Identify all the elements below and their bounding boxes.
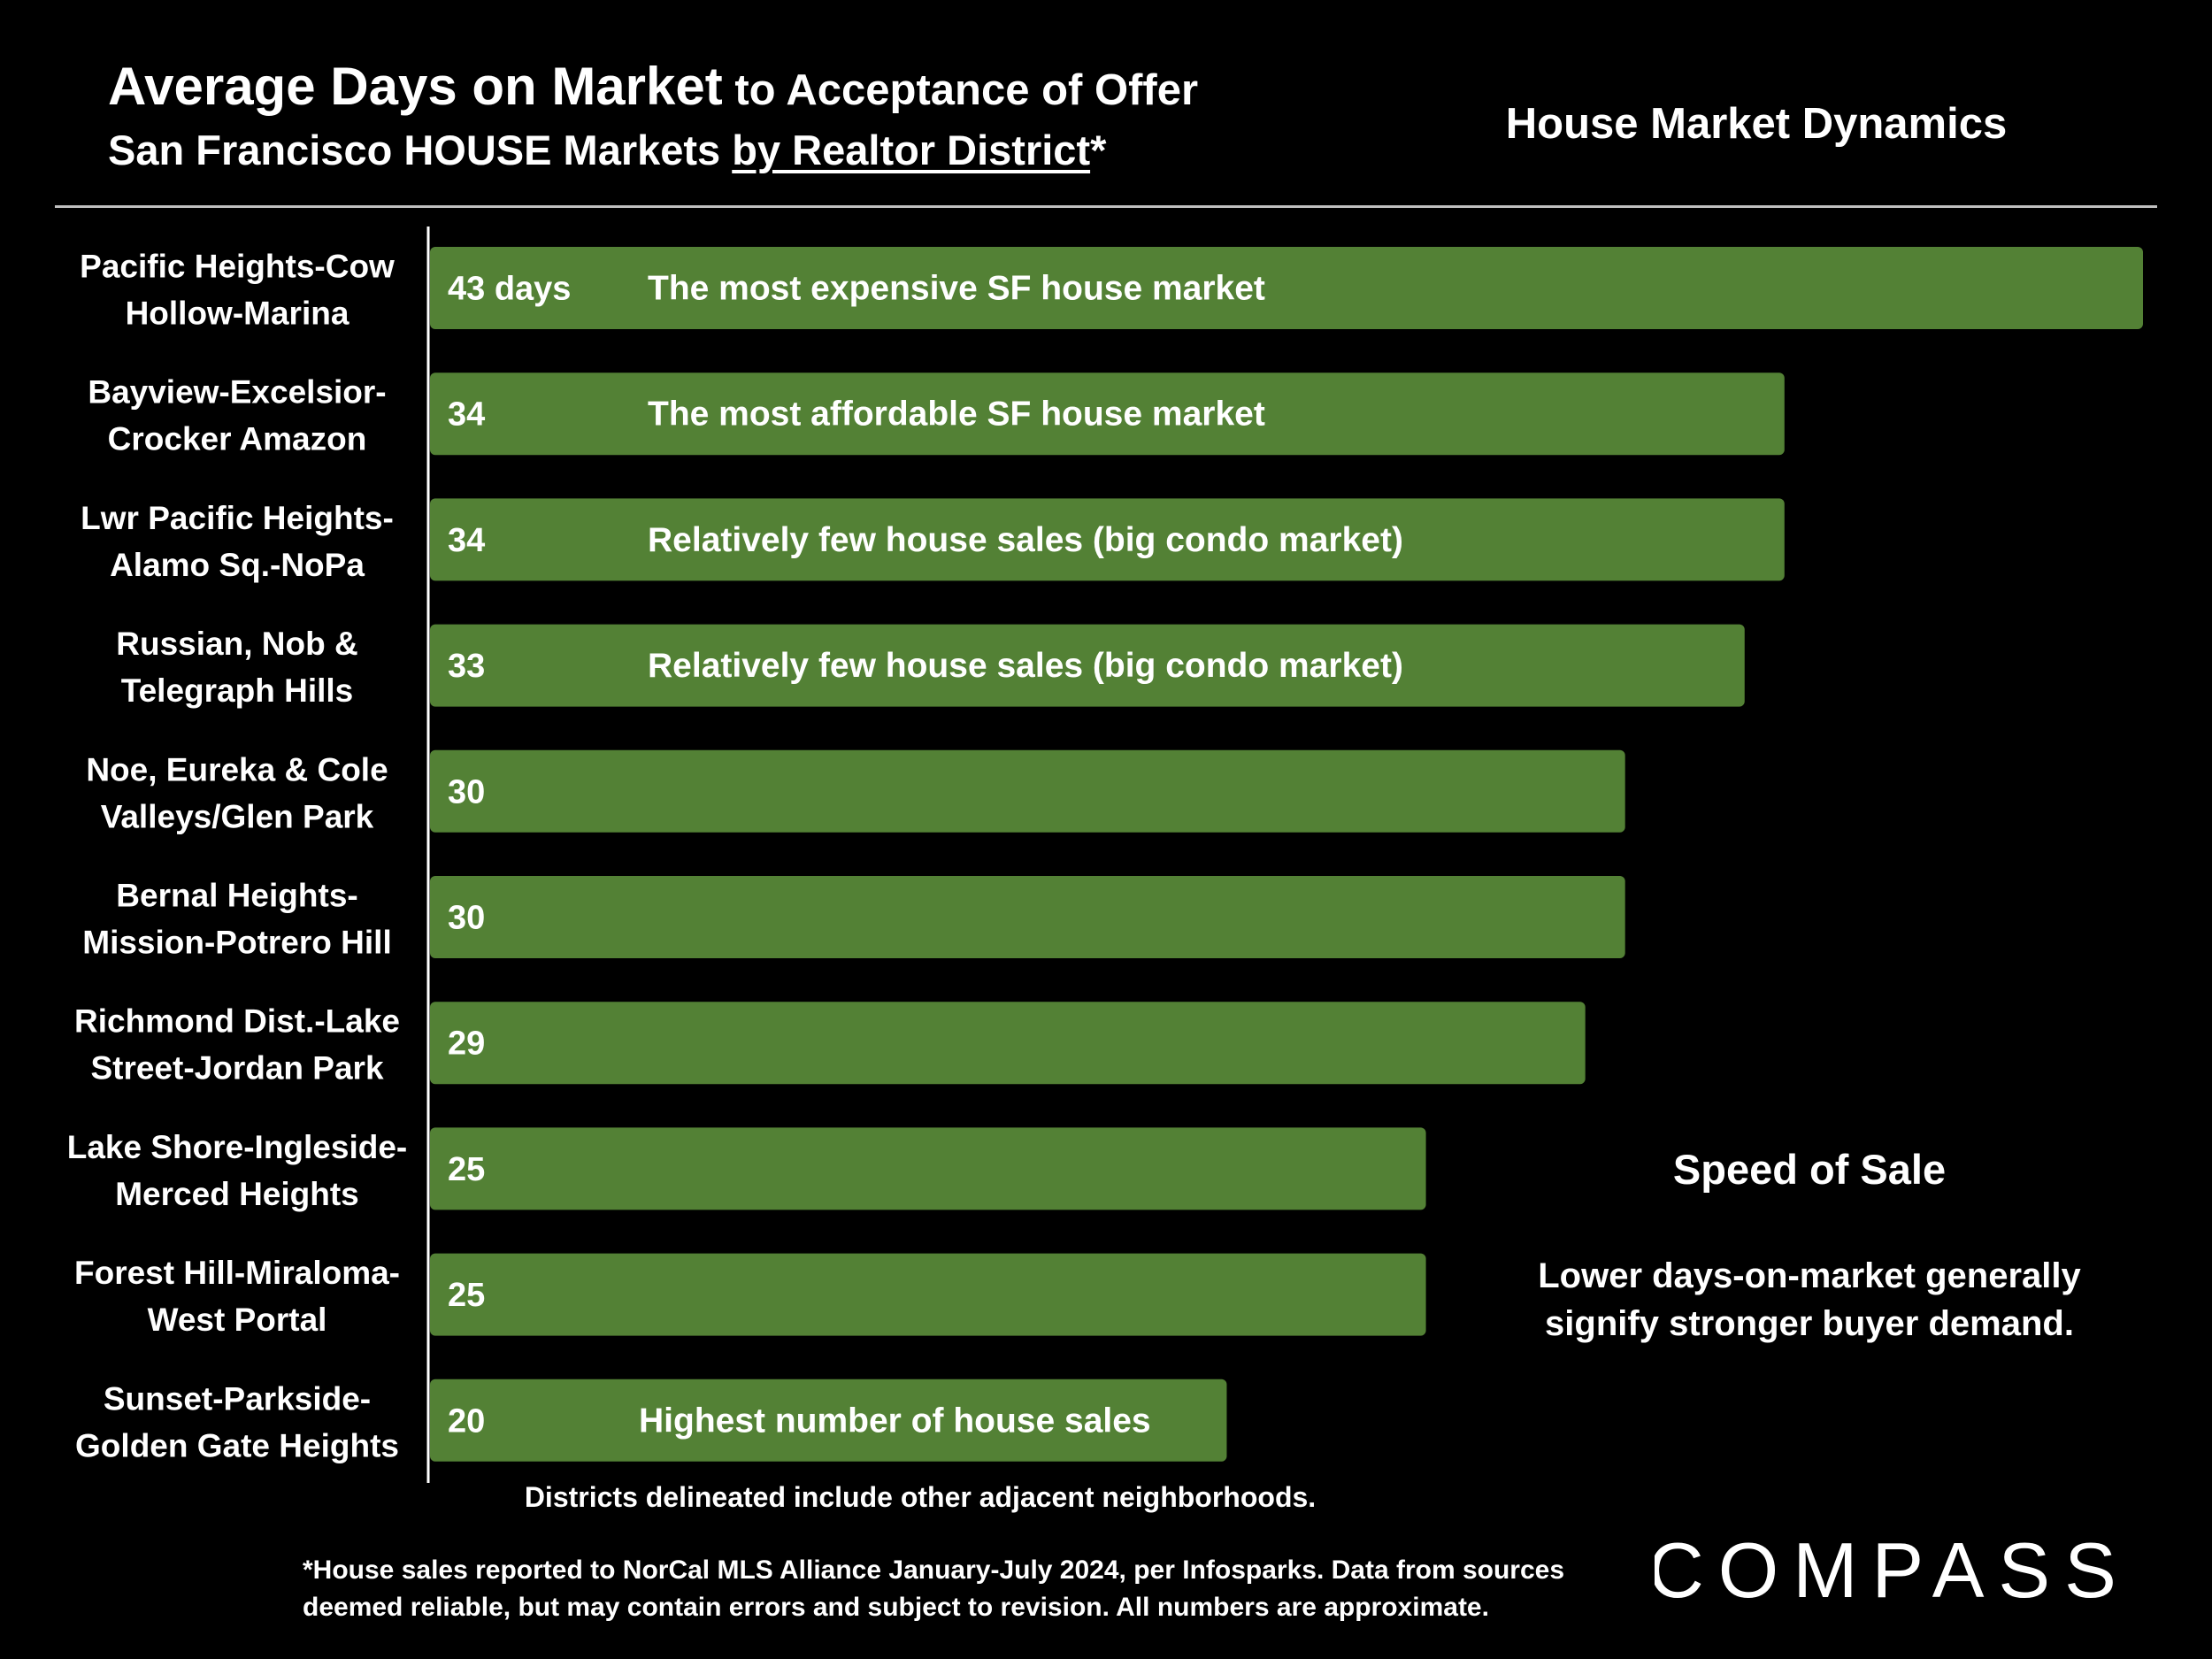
category-label-line: Lake Shore-Ingleside- — [67, 1129, 408, 1165]
bar-value-label: 30 — [448, 900, 485, 937]
corner-label: House Market Dynamics — [1505, 100, 2008, 148]
speed-of-sale-title: Speed of Sale — [1672, 1146, 1947, 1193]
bar — [430, 876, 1625, 958]
footnote: *House sales reported to NorCal MLS Alli… — [303, 1555, 1565, 1622]
chart-title-sub: to Acceptance of Offer — [722, 66, 1199, 114]
category-label-line: Sunset-Parkside- — [104, 1380, 371, 1417]
bar-value-label: 25 — [448, 1151, 485, 1188]
bar-value-label: 34 — [448, 396, 485, 434]
category-label-line: Crocker Amazon — [108, 421, 367, 457]
category-label-line: Golden Gate Heights — [75, 1427, 399, 1463]
category-label-line: Hollow-Marina — [126, 296, 349, 332]
bar — [430, 749, 1625, 833]
districts-note: Districts delineated include other adjac… — [524, 1481, 1317, 1513]
speed-of-sale-body: Lower days-on-market generally signify s… — [1538, 1256, 2081, 1343]
bar — [430, 624, 1745, 707]
bar-value-label: 33 — [448, 648, 485, 685]
category-label-line: Bernal Heights- — [116, 878, 357, 914]
bars-layer: 43 days The most expensive SF house marke… — [67, 247, 2143, 1463]
category-label-line: Telegraph Hills — [121, 672, 354, 709]
category-label: Richmond Dist.-Lake Street-Jordan Park — [74, 1003, 400, 1087]
bar — [430, 1002, 1586, 1085]
bar-value-label: 43 days — [448, 271, 571, 308]
category-label: Bernal Heights- Mission-Potrero Hill — [82, 878, 391, 961]
bar — [430, 373, 1785, 456]
chart-subtitle-part3: * — [1090, 127, 1107, 173]
bar-annotation: The most expensive SF house market — [648, 270, 1265, 308]
chart-title-main: Average Days on Market — [108, 57, 723, 116]
chart-title: Average Days on Market to Acceptance of … — [108, 55, 1198, 122]
chart-subtitle-part2: by Realtor District — [732, 127, 1091, 173]
category-label: Bayview-Excelsior- Crocker Amazon — [88, 374, 386, 457]
bar-value-label: 29 — [448, 1025, 485, 1063]
category-label: Forest Hill-Miraloma- West Portal — [74, 1255, 400, 1338]
category-label-line: Valleys/Glen Park — [101, 798, 374, 834]
category-label-line: Merced Heights — [115, 1176, 359, 1212]
category-label-line: Pacific Heights-Cow — [80, 249, 395, 285]
header-divider — [55, 205, 2157, 208]
category-label-line: Richmond Dist.-Lake — [74, 1003, 400, 1040]
bar-value-label: 20 — [448, 1402, 485, 1440]
category-label: Noe, Eureka & Cole Valleys/Glen Park — [86, 751, 388, 834]
compass-logo: COMPASS — [1655, 1529, 2124, 1609]
category-label: Russian, Nob & Telegraph Hills — [116, 626, 357, 709]
compass-logo-text: COMPASS — [1655, 1529, 2124, 1609]
bar-annotation: Relatively few house sales (big condo ma… — [648, 647, 1403, 685]
chart-subtitle: San Francisco HOUSE Markets by Realtor D… — [108, 122, 1106, 179]
bar-annotation: The most affordable SF house market — [648, 396, 1265, 434]
bar — [430, 1379, 1227, 1462]
bar-annotation: Highest number of house sales — [639, 1402, 1151, 1440]
bar — [430, 498, 1785, 581]
bar — [430, 247, 2143, 329]
category-label-line: Street-Jordan Park — [90, 1050, 383, 1087]
category-label-line: Forest Hill-Miraloma- — [74, 1255, 400, 1291]
chart-subtitle-part1: San Francisco HOUSE Markets — [108, 127, 733, 173]
category-label: Lwr Pacific Heights- Alamo Sq.-NoPa — [81, 500, 394, 583]
category-label: Lake Shore-Ingleside- Merced Heights — [67, 1129, 408, 1212]
category-label-line: Noe, Eureka & Cole — [86, 751, 388, 787]
category-label: Sunset-Parkside- Golden Gate Heights — [75, 1380, 399, 1463]
bar-value-label: 30 — [448, 773, 485, 810]
category-label-line: Bayview-Excelsior- — [88, 374, 386, 411]
bar-annotation: Relatively few house sales (big condo ma… — [648, 521, 1403, 559]
category-label-line: Russian, Nob & — [116, 626, 357, 662]
category-label-line: Alamo Sq.-NoPa — [110, 547, 365, 583]
bar-value-label: 25 — [448, 1277, 485, 1314]
bar — [430, 1127, 1426, 1210]
bar — [430, 1253, 1426, 1336]
category-label-line: Lwr Pacific Heights- — [81, 500, 394, 536]
category-label-line: Mission-Potrero Hill — [82, 925, 391, 961]
bar-value-label: 34 — [448, 522, 485, 559]
category-label: Pacific Heights-Cow Hollow-Marina — [80, 249, 395, 332]
category-label-line: West Portal — [148, 1302, 327, 1338]
